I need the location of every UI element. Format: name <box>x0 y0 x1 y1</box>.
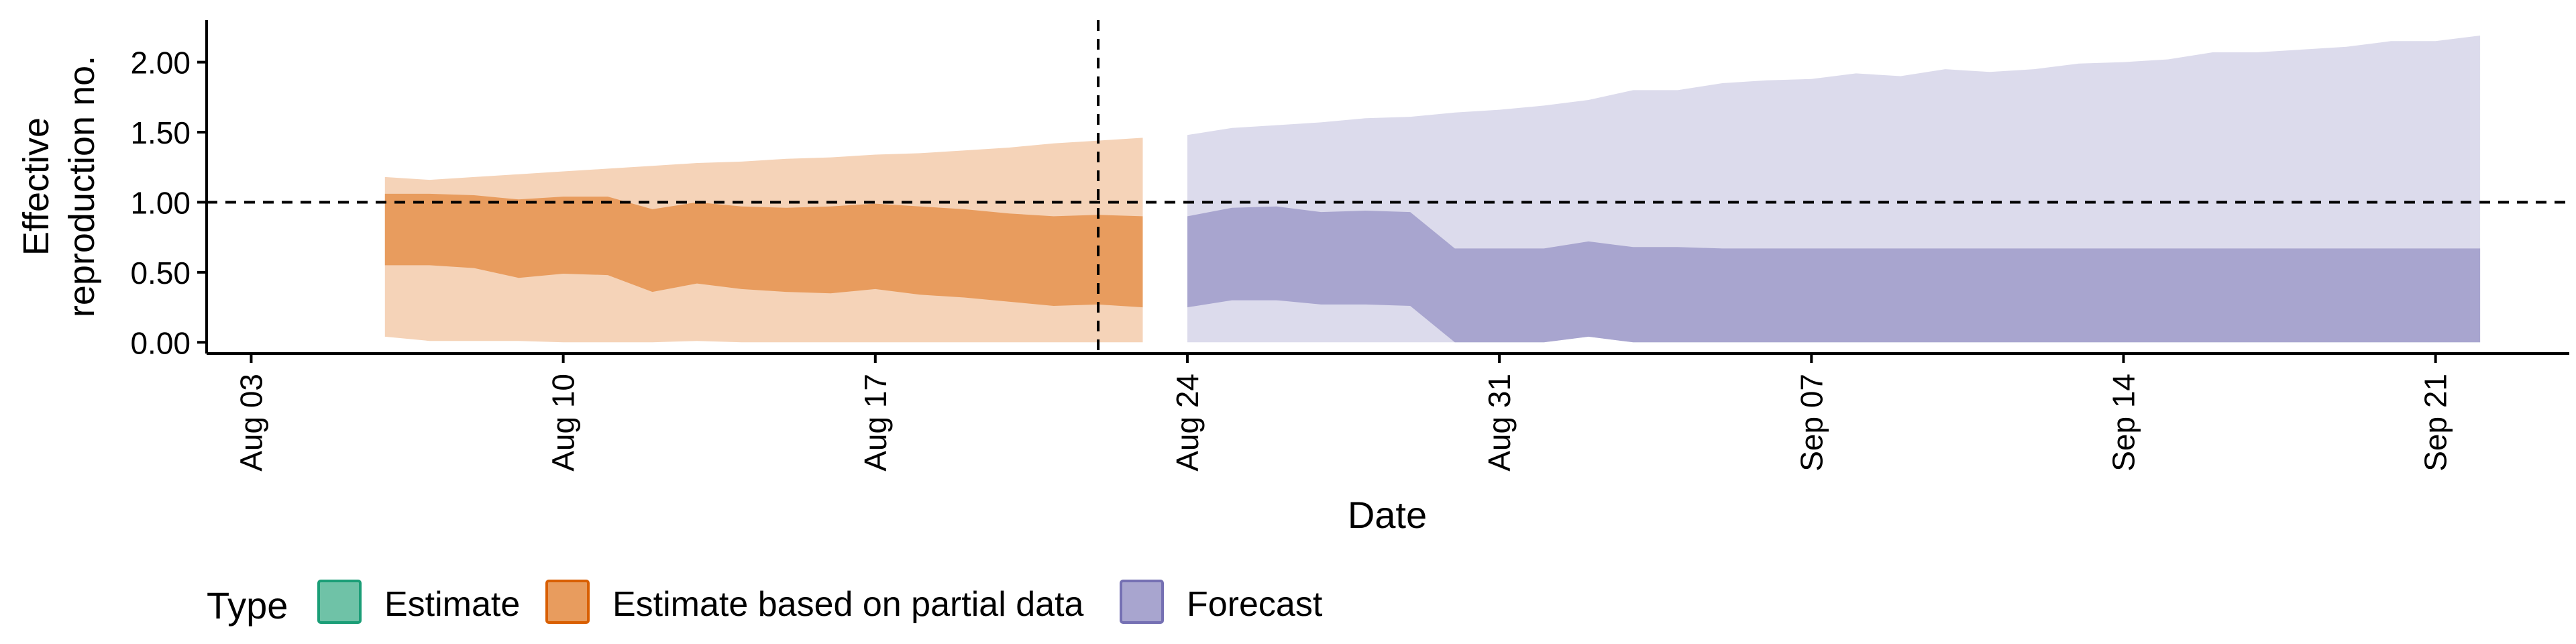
band-inner-forecast <box>1187 206 2481 343</box>
y-tick-label: 1.00 <box>130 185 191 220</box>
legend: Type Estimate Estimate based on partial … <box>207 580 1323 627</box>
y-tick-label: 2.00 <box>130 46 191 80</box>
x-tick-label: Sep 21 <box>2418 374 2453 472</box>
x-tick-label: Aug 17 <box>858 374 893 472</box>
x-tick-label: Aug 31 <box>1482 374 1517 472</box>
x-tick-label: Sep 07 <box>1794 374 1829 472</box>
legend-label-partial: Estimate based on partial data <box>612 585 1084 624</box>
x-tick-label: Aug 03 <box>234 374 269 472</box>
y-tick-label: 0.00 <box>130 325 191 360</box>
x-tick-label: Aug 10 <box>546 374 581 472</box>
band-inner-estimate-based-on-partial-data <box>384 193 1143 308</box>
y-tick-label: 0.50 <box>130 256 191 290</box>
legend-item-estimate: Estimate <box>317 580 520 624</box>
legend-label-forecast: Forecast <box>1187 585 1323 624</box>
legend-title: Type <box>207 584 288 627</box>
legend-key-partial <box>545 580 590 624</box>
plot-bands <box>384 36 2481 343</box>
legend-label-estimate: Estimate <box>384 585 520 624</box>
ylabel-line-1: Effective <box>16 117 56 256</box>
x-tick-label: Aug 24 <box>1170 374 1205 472</box>
legend-key-forecast <box>1120 580 1164 624</box>
y-ticks: 0.00 0.50 1.00 1.50 2.00 <box>130 46 207 360</box>
ylabel-line-2: reproduction no. <box>62 56 102 317</box>
axes <box>205 20 2569 355</box>
legend-key-estimate <box>317 580 362 624</box>
xlabel: Date <box>1348 494 1427 536</box>
y-tick-label: 1.50 <box>130 115 191 150</box>
legend-item-forecast: Forecast <box>1120 580 1323 624</box>
legend-item-partial: Estimate based on partial data <box>545 580 1084 624</box>
x-tick-label: Sep 14 <box>2106 374 2141 472</box>
x-ticks: Aug 03 Aug 10 Aug 17 Aug 24 Aug 31 Sep 07 Sep … <box>234 354 2453 472</box>
